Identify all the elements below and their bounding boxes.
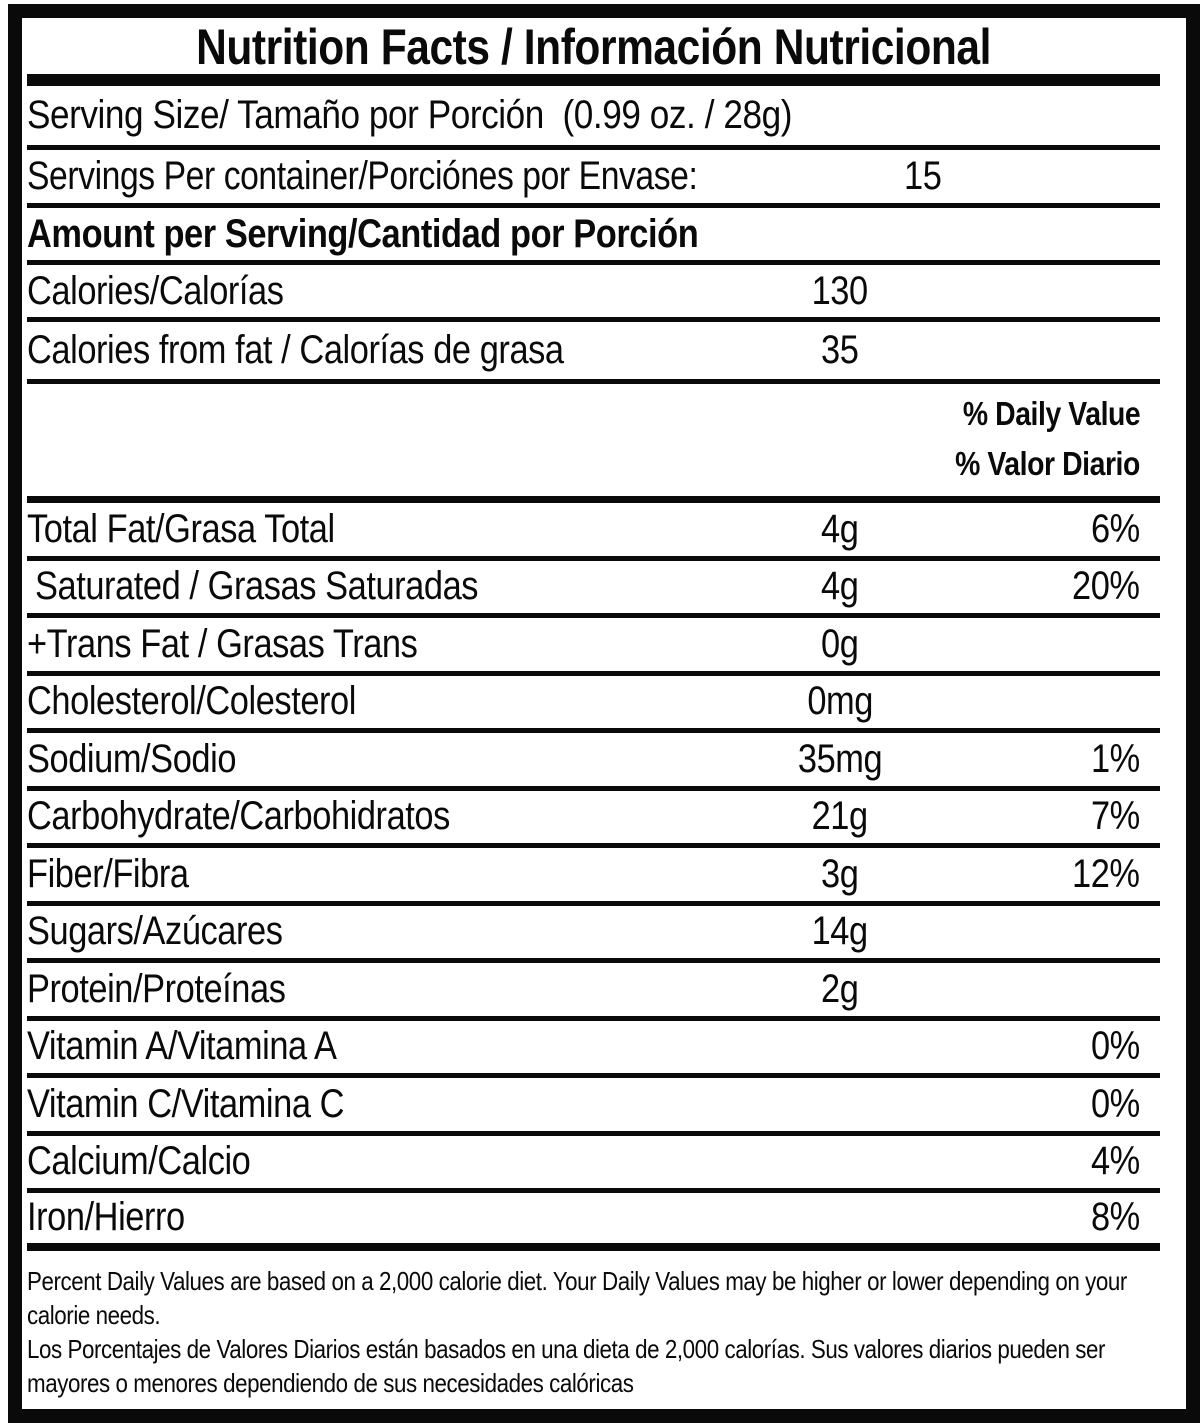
nutrient-label: Cholesterol/Colesterol	[27, 679, 356, 724]
nutrient-amount: 4g	[821, 506, 859, 551]
nutrient-amount: 21g	[811, 794, 869, 839]
daily-value-header-en: % Daily Value	[962, 395, 1141, 432]
footnote-es-line-2: mayores o menores dependiendo de sus nec…	[27, 1367, 634, 1398]
nutrient-label: +Trans Fat / Grasas Trans	[27, 621, 418, 666]
calories-from-fat-label: Calories from fat / Calorías de grasa	[27, 328, 564, 372]
nutrient-row: Cholesterol/Colesterol 0mg	[27, 676, 1160, 733]
daily-value-header-block: % Daily Value % Valor Diario	[27, 384, 1160, 503]
daily-value-header-es: % Valor Diario	[955, 445, 1140, 482]
footnote-en-line-2: calorie needs.	[27, 1299, 161, 1330]
calories-from-fat-value: 35	[821, 328, 859, 372]
label-title: Nutrition Facts / Información Nutriciona…	[196, 19, 991, 75]
servings-per-container-label: Servings Per container/Porciónes por Env…	[27, 154, 698, 198]
nutrient-row: Carbohydrate/Carbohidratos 21g 7%	[27, 791, 1160, 848]
nutrient-label: Carbohydrate/Carbohidratos	[27, 794, 450, 839]
label-content: Nutrition Facts / Información Nutriciona…	[22, 19, 1186, 1411]
nutrient-label: Total Fat/Grasa Total	[27, 506, 335, 551]
nutrient-label: Fiber/Fibra	[27, 851, 189, 896]
nutrient-row: +Trans Fat / Grasas Trans 0g	[27, 618, 1160, 676]
nutrient-row: Vitamin A/Vitamina A 0%	[27, 1021, 1160, 1078]
nutrient-amount: 0g	[821, 621, 859, 666]
nutrient-amount: 14g	[811, 909, 869, 954]
nutrient-daily-value: 1%	[1091, 736, 1140, 781]
calories-row: Calories/Calorías 130	[27, 265, 1160, 322]
footnote-en-line-1: Percent Daily Values are based on a 2,00…	[27, 1265, 1127, 1296]
nutrient-row: Iron/Hierro 8%	[27, 1193, 1160, 1251]
nutrient-row: Saturated / Grasas Saturadas 4g 20%	[27, 561, 1160, 618]
nutrient-daily-value: 6%	[1091, 506, 1140, 551]
nutrient-row: Fiber/Fibra 3g 12%	[27, 848, 1160, 906]
amount-per-serving-header-row: Amount per Serving/Cantidad por Porción	[27, 208, 1160, 265]
nutrient-daily-value: 0%	[1091, 1024, 1140, 1069]
nutrient-daily-value: 7%	[1091, 794, 1140, 839]
label-title-row: Nutrition Facts / Información Nutriciona…	[27, 19, 1160, 75]
nutrient-row: Sugars/Azúcares 14g	[27, 906, 1160, 963]
serving-size-row: Serving Size/ Tamaño por Porción (0.99 o…	[27, 86, 1160, 150]
servings-per-container-row: Servings Per container/Porciónes por Env…	[27, 150, 1160, 208]
nutrient-row: Protein/Proteínas 2g	[27, 963, 1160, 1021]
nutrient-label: Vitamin A/Vitamina A	[27, 1024, 337, 1069]
nutrient-label: Sodium/Sodio	[27, 736, 237, 781]
nutrient-label: Vitamin C/Vitamina C	[27, 1081, 345, 1126]
nutrient-daily-value: 12%	[1072, 851, 1140, 896]
nutrient-amount: 0mg	[807, 679, 873, 724]
servings-per-container-value: 15	[904, 154, 942, 198]
nutrient-amount: 4g	[821, 564, 859, 609]
nutrient-daily-value: 8%	[1091, 1195, 1140, 1240]
title-divider-bar	[27, 74, 1160, 86]
nutrient-row: Vitamin C/Vitamina C 0%	[27, 1078, 1160, 1136]
nutrient-row: Calcium/Calcio 4%	[27, 1136, 1160, 1193]
nutrient-row: Total Fat/Grasa Total 4g 6%	[27, 503, 1160, 561]
nutrient-amount: 2g	[821, 966, 859, 1011]
nutrient-amount: 35mg	[797, 736, 883, 781]
nutrient-daily-value: 4%	[1091, 1139, 1140, 1184]
calories-label: Calories/Calorías	[27, 268, 284, 313]
nutrient-label: Protein/Proteínas	[27, 966, 286, 1011]
nutrition-facts-label: Nutrition Facts / Información Nutriciona…	[8, 4, 1200, 1423]
nutrient-label: Sugars/Azúcares	[27, 909, 283, 954]
serving-size-text: Serving Size/ Tamaño por Porción (0.99 o…	[27, 93, 792, 137]
nutrient-label: Iron/Hierro	[27, 1195, 185, 1240]
nutrient-daily-value: 0%	[1091, 1081, 1140, 1126]
footnote-es-line-1: Los Porcentajes de Valores Diarios están…	[27, 1333, 1106, 1364]
nutrient-row: Sodium/Sodio 35mg 1%	[27, 733, 1160, 791]
calories-from-fat-row: Calories from fat / Calorías de grasa 35	[27, 322, 1160, 384]
nutrient-daily-value: 20%	[1072, 564, 1140, 609]
nutrient-label: Saturated / Grasas Saturadas	[35, 564, 479, 609]
calories-value: 130	[811, 268, 869, 313]
amount-per-serving-header: Amount per Serving/Cantidad por Porción	[27, 211, 699, 256]
nutrient-label: Calcium/Calcio	[27, 1139, 251, 1184]
nutrient-amount: 3g	[821, 851, 859, 896]
nutrient-rows: Total Fat/Grasa Total 4g 6% Saturated / …	[27, 503, 1160, 1251]
footnote: Percent Daily Values are based on a 2,00…	[27, 1251, 1160, 1400]
